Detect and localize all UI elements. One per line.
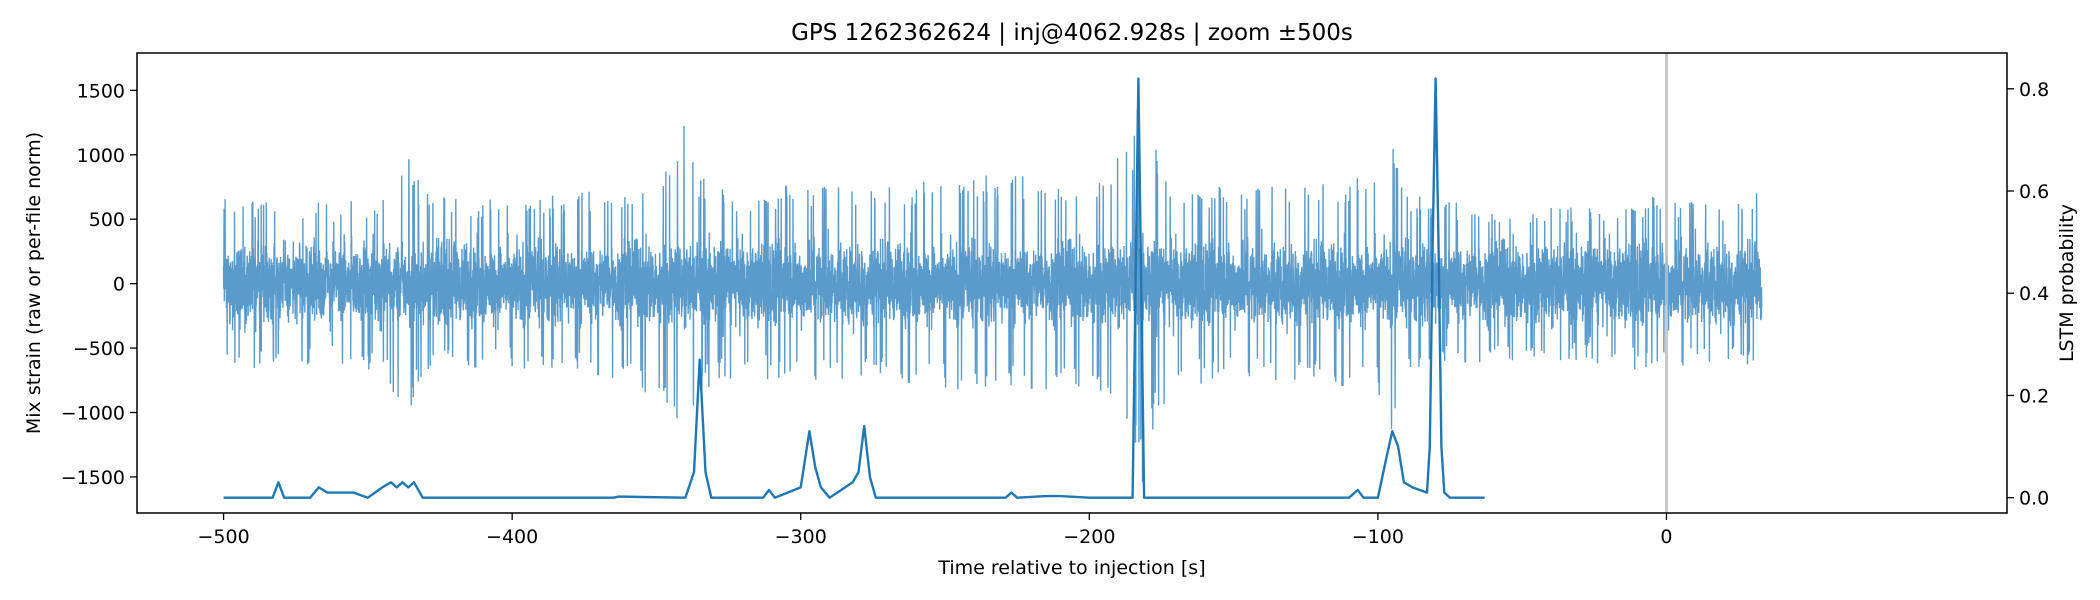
y2-tick-label: 0.4 [2019,283,2049,305]
right-y-axis: 0.0 0.2 0.4 0.6 0.8 [2007,79,2049,510]
left-y-axis: −1500 −1000 −500 0 500 1000 1500 [61,80,137,489]
x-axis: −500 −400 −300 −200 −100 0 [197,513,1673,548]
y-tick-label: 0 [113,274,125,296]
x-tick-label: 0 [1660,526,1672,548]
strain-series-line [222,109,1763,482]
x-tick-label: −200 [1063,526,1115,548]
right-y-axis-label: LSTM probability [2056,204,2078,362]
y2-tick-label: 0.0 [2019,488,2049,510]
lstm-probability-series-line [223,77,1485,499]
y-tick-label: 1000 [77,145,125,167]
x-tick-label: −500 [197,526,249,548]
y2-tick-label: 0.2 [2019,385,2049,407]
y2-tick-label: 0.8 [2019,79,2049,101]
left-y-axis-label: Mix strain (raw or per-file norm) [23,132,45,434]
y-tick-label: −1500 [61,467,125,489]
x-tick-label: −100 [1352,526,1404,548]
plot-area [222,53,1763,513]
y-tick-label: −500 [73,338,125,360]
y-tick-label: 1500 [77,80,125,102]
y-tick-label: 500 [89,209,125,231]
chart-title: GPS 1262362624 | inj@4062.928s | zoom ±5… [791,20,1353,46]
x-axis-label: Time relative to injection [s] [937,557,1205,579]
y-tick-label: −1000 [61,402,125,424]
y2-tick-label: 0.6 [2019,181,2049,203]
x-tick-label: −400 [486,526,538,548]
x-tick-label: −300 [775,526,827,548]
